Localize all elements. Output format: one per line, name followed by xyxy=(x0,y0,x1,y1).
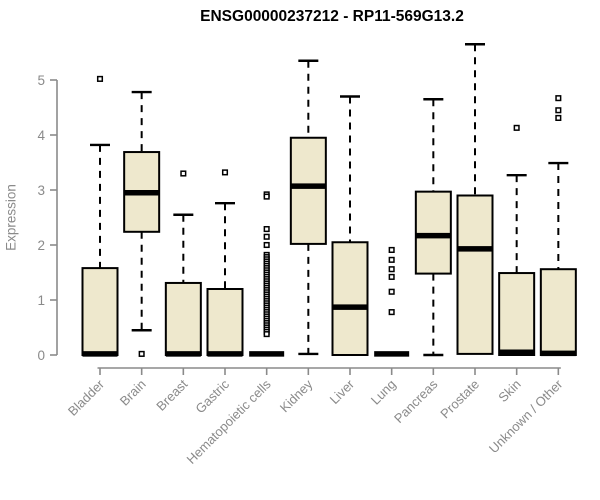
median-bladder xyxy=(82,351,118,357)
median-unknown-other xyxy=(540,350,576,357)
x-tick-label-unknown-other: Unknown / Other xyxy=(486,376,566,456)
outlier-gastric-0 xyxy=(221,169,229,176)
outlier-lung-4 xyxy=(388,288,395,295)
median-brain xyxy=(124,190,160,196)
median-prostate xyxy=(457,246,493,252)
median-pancreas xyxy=(415,232,451,239)
outlier-bladder-0 xyxy=(96,75,104,82)
outlier-unknown-other-0 xyxy=(555,95,562,102)
outlier-lung-1 xyxy=(388,256,395,263)
outlier-lung-2 xyxy=(388,266,395,273)
median-breast xyxy=(165,351,201,357)
box-gastric xyxy=(206,288,244,356)
y-tick-label-3: 3 xyxy=(37,183,45,198)
x-tick-label-lung: Lung xyxy=(368,377,399,408)
outlier-hematopoietic-cells-2 xyxy=(263,226,270,233)
x-tick-label-skin: Skin xyxy=(495,377,523,405)
median-kidney xyxy=(290,183,326,189)
chart-title: ENSG00000237212 - RP11-569G13.2 xyxy=(200,8,464,25)
y-tick-label-1: 1 xyxy=(37,293,45,308)
outlier-skin-0 xyxy=(513,124,520,131)
x-tick-label-pancreas: Pancreas xyxy=(391,376,441,426)
outlier-breast-0 xyxy=(180,170,187,177)
box-liver xyxy=(331,241,369,356)
outlier-unknown-other-2 xyxy=(555,114,562,122)
outlier-lung-3 xyxy=(388,273,395,280)
box-breast xyxy=(164,281,202,357)
outlier-brain-0 xyxy=(138,350,145,357)
y-tick-label-5: 5 xyxy=(37,73,45,88)
median-lung xyxy=(374,351,410,357)
median-hematopoietic-cells xyxy=(249,351,285,357)
x-tick-label-bladder: Bladder xyxy=(65,376,108,419)
median-gastric xyxy=(207,351,243,357)
outlier-hematopoietic-cells-4 xyxy=(263,241,270,249)
x-tick-label-breast: Breast xyxy=(153,376,190,413)
x-tick-label-liver: Liver xyxy=(327,376,358,407)
median-liver xyxy=(332,304,368,310)
outlier-hematopoietic-cells-41 xyxy=(263,331,270,338)
median-skin xyxy=(499,349,535,355)
box-unknown-other xyxy=(539,268,577,357)
y-tick-label-2: 2 xyxy=(37,238,45,253)
outlier-unknown-other-1 xyxy=(555,107,562,114)
box-skin xyxy=(498,272,536,356)
outlier-lung-5 xyxy=(388,309,395,316)
x-tick-label-kidney: Kidney xyxy=(277,376,316,415)
y-tick-label-0: 0 xyxy=(37,348,45,363)
y-tick-label-4: 4 xyxy=(37,128,45,143)
outlier-hematopoietic-cells-1 xyxy=(263,193,270,200)
x-tick-label-brain: Brain xyxy=(117,377,149,409)
outlier-lung-0 xyxy=(388,246,395,253)
x-tick-label-gastric: Gastric xyxy=(192,376,232,416)
x-tick-label-prostate: Prostate xyxy=(437,377,482,422)
box-prostate xyxy=(456,194,494,355)
box-pancreas xyxy=(414,190,452,275)
outlier-hematopoietic-cells-3 xyxy=(263,233,270,240)
box-kidney xyxy=(289,136,327,245)
box-bladder xyxy=(81,267,119,357)
